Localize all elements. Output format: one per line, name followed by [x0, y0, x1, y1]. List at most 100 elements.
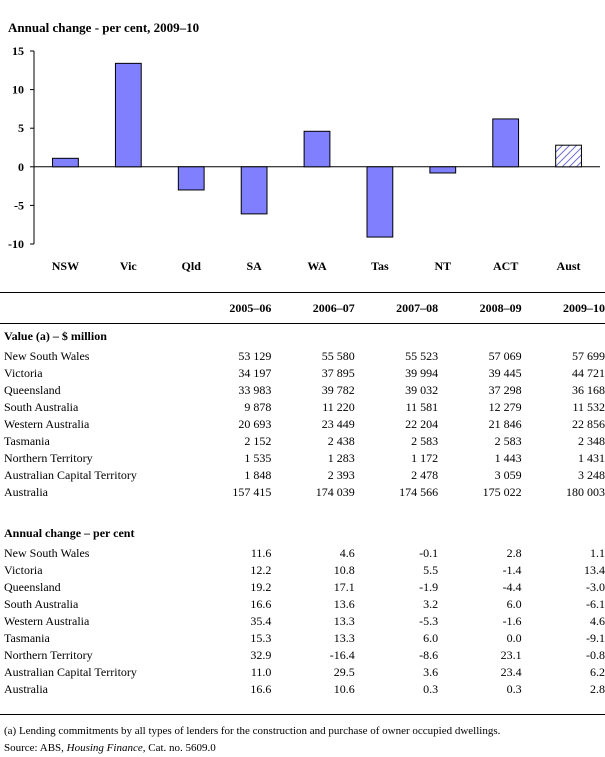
table-cell: 12 279: [488, 400, 522, 414]
table-cell: 23 449: [321, 417, 355, 431]
table-cell: 3 248: [578, 468, 605, 482]
column-header: 2007–08: [354, 292, 439, 324]
row-label: Victoria: [4, 563, 43, 577]
source-suffix: , Cat. no. 5609.0: [142, 742, 216, 754]
table-cell: 3 059: [494, 468, 522, 482]
table-cell: -5.3: [419, 614, 439, 628]
bar-wa: [303, 130, 331, 168]
bar-tas: [366, 166, 394, 238]
table-cell: 23.1: [500, 648, 522, 662]
table-cell: 1 848: [244, 468, 272, 482]
bar-vic: [114, 62, 142, 168]
table-cell: -0.8: [586, 648, 605, 662]
table-row: Queensland 33 983 39 782 39 032 37 298 36 168: [0, 382, 605, 399]
table-cell: 0.3: [506, 682, 522, 696]
table-row: Australia 16.6 10.6 0.3 0.3 2.8: [0, 681, 605, 698]
table-cell: 44 721: [572, 366, 605, 380]
table-header-row: 2005–06 2006–07 2007–08 2008–09 2009–10: [0, 292, 605, 324]
table-cell: 12.2: [250, 563, 272, 577]
table-cell: 1 535: [244, 451, 272, 465]
table-row: New South Wales 53 129 55 580 55 523 57 069 5…: [0, 348, 605, 365]
row-label: Tasmania: [4, 434, 50, 448]
table-cell: 1 431: [578, 451, 605, 465]
table-cell: 5.5: [423, 563, 439, 577]
row-label: New South Wales: [4, 349, 90, 363]
section-title: Value (a) – $ million: [4, 329, 107, 343]
y-tick-label: 15: [12, 44, 24, 58]
table-row: New South Wales 11.6 4.6 -0.1 2.8 1.1: [0, 545, 605, 562]
table-cell: 2 583: [494, 434, 522, 448]
table-cell: 19.2: [250, 580, 272, 594]
table-cell: -16.4: [329, 648, 355, 662]
spacer-cell: [0, 501, 605, 521]
data-table-container: 2005–06 2006–07 2007–08 2008–09 2009–10 Value…: [0, 292, 605, 698]
table-cell: 175 022: [482, 485, 522, 499]
table-cell: 11.0: [250, 665, 272, 679]
chart-title: Annual change - per cent, 2009–10: [8, 20, 200, 35]
table-cell: -1.6: [502, 614, 522, 628]
table-cell: -6.1: [586, 597, 605, 611]
table-cell: 16.6: [250, 682, 272, 696]
source-prefix: Source: ABS,: [4, 742, 67, 754]
row-label: Western Australia: [4, 417, 90, 431]
row-label: Australian Capital Territory: [4, 468, 137, 482]
table-cell: 11 532: [572, 400, 605, 414]
table-cell: 2 393: [327, 468, 355, 482]
table-cell: 2.8: [506, 546, 522, 560]
table-row: South Australia 16.6 13.6 3.2 6.0 -6.1: [0, 596, 605, 613]
table-cell: 6.2: [590, 665, 605, 679]
table-cell: 22 204: [405, 417, 439, 431]
x-category-label: NT: [434, 259, 451, 273]
bar-chart: 15 10 5 0 -5 -10 NSW Vic Qld SA WA Tas NT ACT Aust: [8, 44, 600, 273]
footnote-text: (a) Lending commitments by all types of …: [4, 725, 501, 737]
table-cell: 2 152: [244, 434, 272, 448]
y-tick-label: -10: [8, 237, 24, 251]
table-cell: 2 438: [327, 434, 355, 448]
row-label: Australia: [4, 485, 48, 499]
table-cell: 10.8: [333, 563, 355, 577]
bar-aust: [555, 144, 582, 168]
table-cell: 11 581: [405, 400, 439, 414]
table-cell: 6.0: [506, 597, 522, 611]
table-cell: 13.3: [333, 631, 355, 645]
column-header: 2006–07: [271, 292, 355, 324]
table-cell: 23.4: [500, 665, 522, 679]
x-category-label: Vic: [120, 259, 138, 273]
table-row: Northern Territory 1 535 1 283 1 172 1 443 1 …: [0, 450, 605, 467]
table-cell: 11.6: [250, 546, 272, 560]
section-title-row: Value (a) – $ million: [0, 324, 605, 349]
table-cell: 1 443: [494, 451, 522, 465]
table-row: Tasmania 2 152 2 438 2 583 2 583 2 348: [0, 433, 605, 450]
bar-nt: [429, 166, 457, 174]
table-cell: -1.4: [502, 563, 522, 577]
table-cell: 4.6: [339, 546, 355, 560]
footnote-area: (a) Lending commitments by all types of …: [0, 714, 605, 757]
table-cell: -8.6: [419, 648, 439, 662]
table-cell: 34 197: [238, 366, 272, 380]
table-cell: -3.0: [586, 580, 605, 594]
source-publication: Housing Finance: [66, 742, 143, 754]
table-cell: 29.5: [333, 665, 355, 679]
source-text: Source: ABS, Housing Finance, Cat. no. 5…: [0, 740, 605, 757]
table-cell: 157 415: [232, 485, 272, 499]
table-cell: 9 878: [244, 400, 272, 414]
row-label: Northern Territory: [4, 648, 93, 662]
table-cell: 53 129: [238, 349, 272, 363]
bar-nsw: [52, 157, 79, 168]
table-cell: 16.6: [250, 597, 272, 611]
table-cell: 55 523: [405, 349, 439, 363]
table-row: Australia 157 415 174 039 174 566 175 022 180…: [0, 484, 605, 501]
table-cell: 57 699: [572, 349, 605, 363]
table-cell: 39 032: [405, 383, 439, 397]
table-row: Australian Capital Territory 11.0 29.5 3.6 2…: [0, 664, 605, 681]
column-header: 2009–10: [521, 292, 605, 324]
table-cell: 3.6: [423, 665, 439, 679]
x-category-label: WA: [307, 259, 327, 273]
table-row: Western Australia 35.4 13.3 -5.3 -1.6 4.6: [0, 613, 605, 630]
table-cell: 39 445: [488, 366, 522, 380]
table-cell: 39 782: [321, 383, 355, 397]
table-cell: 17.1: [333, 580, 355, 594]
table-row: Victoria 34 197 37 895 39 994 39 445 44 721: [0, 365, 605, 382]
table-cell: 2 583: [411, 434, 439, 448]
table-row: Northern Territory 32.9 -16.4 -8.6 23.1 -0.8: [0, 647, 605, 664]
